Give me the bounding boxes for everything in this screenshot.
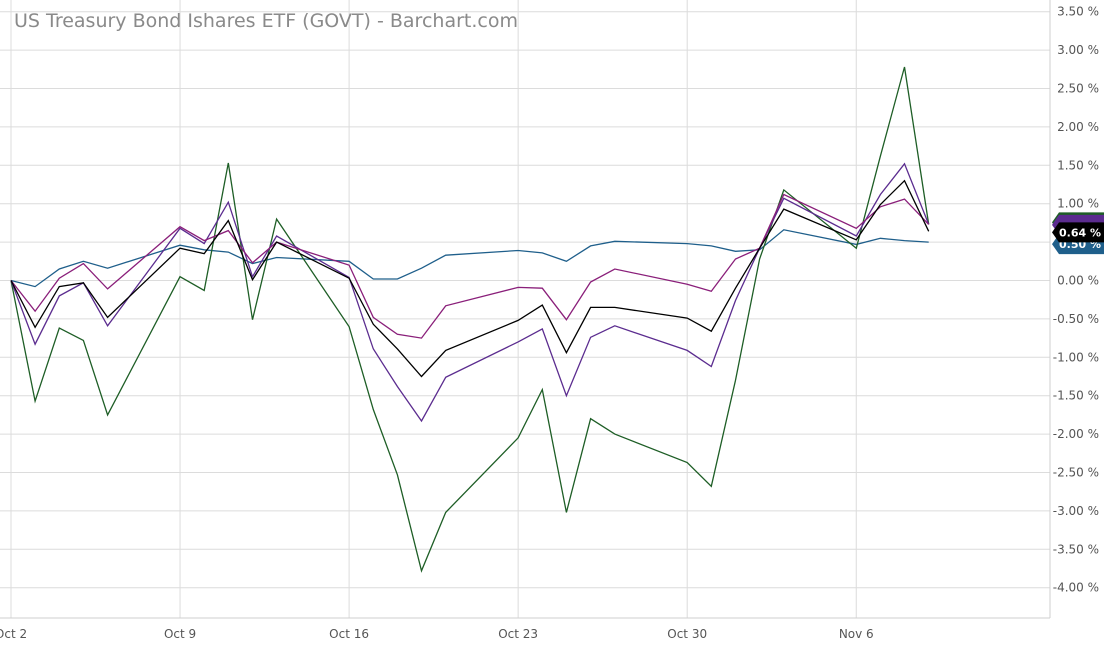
last-value-badge-black-shape — [1052, 222, 1104, 243]
series-line — [10, 162, 930, 423]
x-tick-label: Nov 6 — [839, 627, 874, 641]
y-tick-label: -1.50 % — [1053, 389, 1099, 403]
last-value-badge-black: 0.64 % — [1052, 222, 1104, 243]
x-tick-label: Oct 16 — [329, 627, 369, 641]
last-value-badge-black-text: 0.64 % — [1059, 226, 1101, 239]
y-tick-label: 0.00 % — [1057, 274, 1099, 288]
series-line — [10, 193, 930, 339]
y-tick-label: 2.00 % — [1057, 120, 1099, 134]
y-tick-label: -2.00 % — [1053, 427, 1099, 441]
x-tick-label: Oct 2 — [0, 627, 27, 641]
y-tick-label: 1.50 % — [1057, 158, 1099, 172]
y-tick-label: -3.50 % — [1053, 542, 1099, 556]
x-tick-label: Oct 30 — [667, 627, 707, 641]
y-tick-label: 3.00 % — [1057, 43, 1099, 57]
y-tick-label: -4.00 % — [1053, 581, 1099, 595]
y-tick-label: 2.50 % — [1057, 82, 1099, 96]
y-tick-label: 1.00 % — [1057, 197, 1099, 211]
y-tick-label: -0.50 % — [1053, 312, 1099, 326]
y-tick-label: -3.00 % — [1053, 504, 1099, 518]
y-tick-label: -2.50 % — [1053, 466, 1099, 480]
y-tick-label: 3.50 % — [1057, 5, 1099, 19]
y-tick-label: -1.00 % — [1053, 350, 1099, 364]
chart-title: US Treasury Bond Ishares ETF (GOVT) - Ba… — [14, 10, 518, 32]
series-line — [10, 179, 930, 378]
x-tick-label: Oct 23 — [498, 627, 538, 641]
series-line — [10, 229, 929, 288]
x-tick-label: Oct 9 — [164, 627, 196, 641]
